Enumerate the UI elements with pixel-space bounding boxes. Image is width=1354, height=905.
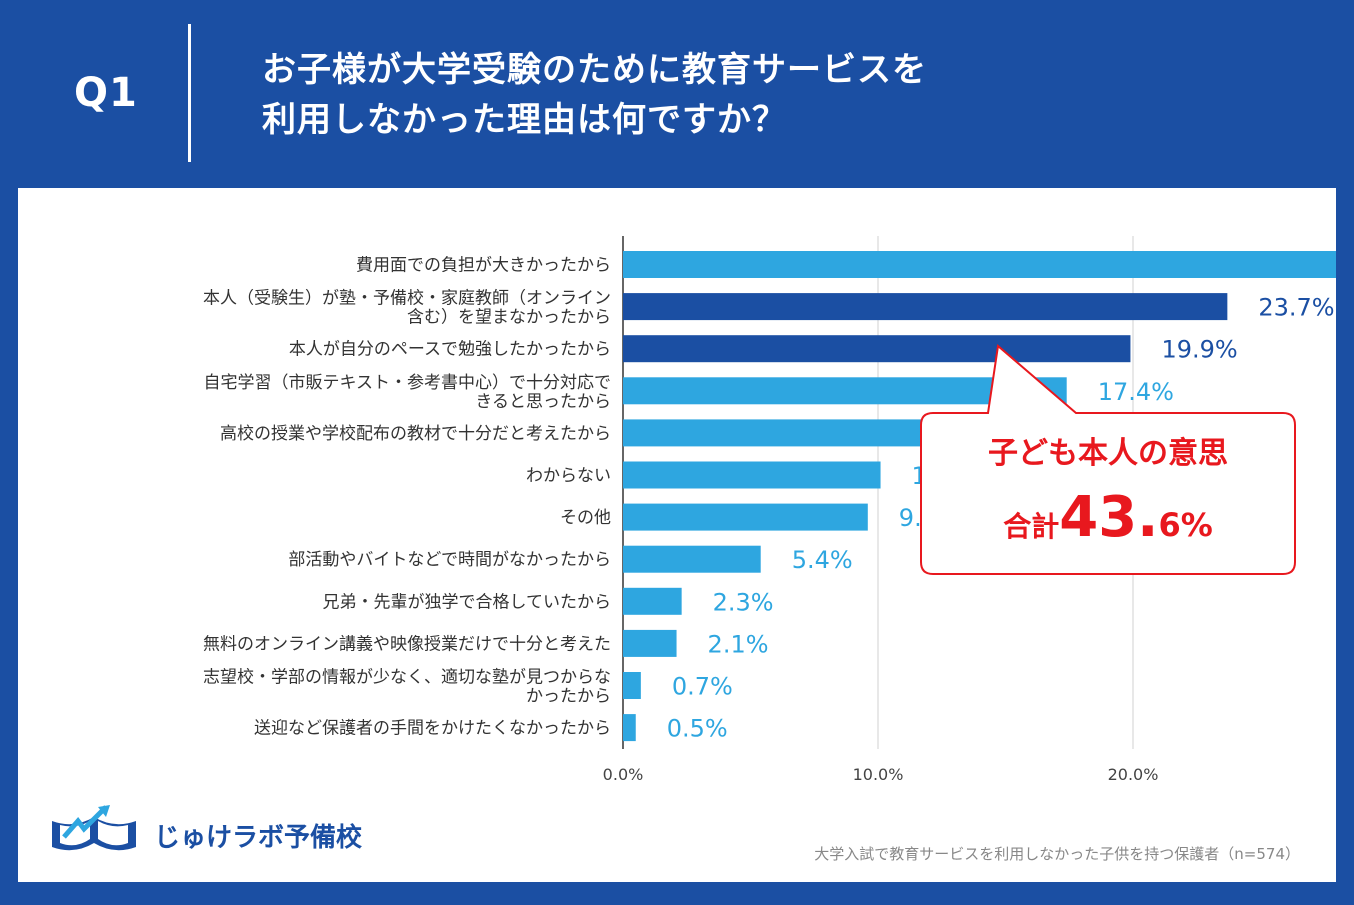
bar [623,293,1228,321]
category-label: 部活動やバイトなどで時間がなかったから [288,550,611,570]
question-title: お子様が大学受験のために教育サービスを 利用しなかった理由は何ですか？ [262,45,1162,145]
value-label: 0.7% [672,673,733,701]
category-label: 本人が自分のペースで勉強したかったから [289,340,611,360]
chart-panel: 費用面での負担が大きかったから本人（受験生）が塾・予備校・家庭教師（オンライン含… [18,188,1336,882]
category-label: 無料のオンライン講義や映像授業だけで十分と考えた [203,634,611,654]
category-labels: 費用面での負担が大きかったから本人（受験生）が塾・予備校・家庭教師（オンライン含… [203,256,611,739]
x-tick-label: 20.0% [1108,765,1159,784]
callout-total-prefix: 合計 [1003,510,1059,543]
callout-total: 合計43.6% [1003,485,1213,550]
bar [623,587,682,615]
question-number: Q1 [74,70,138,116]
value-label: 2.1% [708,630,769,658]
title-line-2: 利用しなかった理由は何ですか？ [262,100,787,140]
bar [623,629,677,657]
category-label: わからない [526,466,611,486]
bar [623,335,1131,363]
book-logo-icon [52,805,136,851]
title-line-1: お子様が大学受験のために教育サービスを [262,50,927,90]
bar [623,672,641,699]
value-label: 23.7% [1258,294,1334,322]
category-label: きると思ったから [475,392,611,412]
callout-bubble [920,344,1296,575]
value-label: 2.3% [713,588,774,616]
bar [623,714,636,742]
source-note: 大学入試で教育サービスを利用しなかった子供を持つ保護者（n=574） [814,845,1300,863]
bar [623,545,761,573]
category-label: 費用面での負担が大きかったから [356,256,611,276]
value-label: 5.4% [792,546,853,574]
value-label: 17.4% [1098,378,1174,406]
category-label: その他 [560,508,611,528]
category-label: 自宅学習（市販テキスト・参考書中心）で十分対応で [204,373,612,393]
callout-total-decimal: 6% [1158,506,1212,544]
x-tick-label: 10.0% [853,765,904,784]
category-label: 送迎など保護者の手間をかけたくなかったから [254,719,611,739]
logo-text: じゅけラボ予備校 [154,823,363,853]
x-tick-label: 0.0% [603,765,644,784]
value-label: 0.5% [667,715,728,743]
category-label: かったから [526,687,611,707]
category-label: 本人（受験生）が塾・予備校・家庭教師（オンライン [203,288,611,309]
x-axis-ticks: 0.0%10.0%20.0%30.0%40.0% [603,765,1159,784]
callout-total-value: 43. [1059,485,1158,550]
category-label: 高校の授業や学校配布の教材で十分だと考えたから [220,424,611,444]
callout-title: 子ども本人の意思 [988,436,1228,471]
header: Q1 お子様が大学受験のために教育サービスを 利用しなかった理由は何ですか？ [0,0,1354,188]
header-divider [188,24,191,162]
category-label: 兄弟・先輩が独学で合格していたから [323,592,612,612]
brand-logo: じゅけラボ予備校 [44,803,374,863]
category-label: 含む）を望まなかったから [407,308,611,328]
bar-chart: 費用面での負担が大きかったから本人（受験生）が塾・予備校・家庭教師（オンライン含… [203,236,1336,784]
value-label: 19.9% [1161,336,1237,364]
category-label: 志望校・学部の情報が少なく、適切な塾が見つからな [203,667,611,688]
bar [623,461,881,489]
bar [623,503,868,531]
bar [623,251,1336,278]
